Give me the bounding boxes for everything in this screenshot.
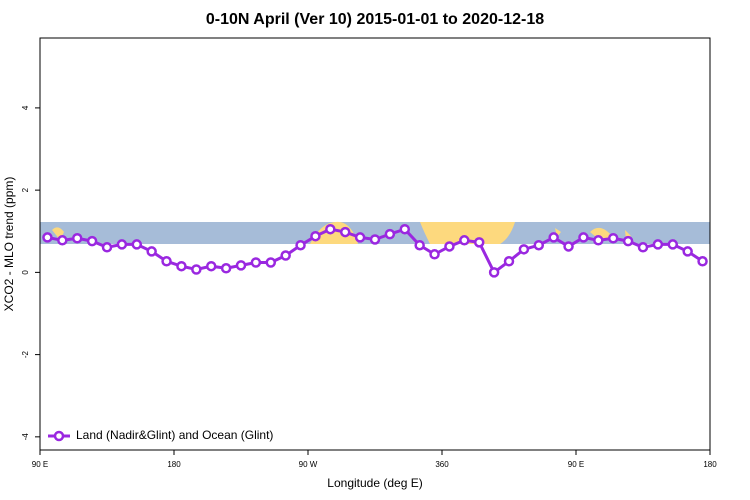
point <box>57 235 68 246</box>
point <box>42 232 53 243</box>
point <box>667 239 679 250</box>
point <box>697 256 708 267</box>
x-tick-label: 90 E <box>32 460 48 469</box>
point <box>71 232 83 244</box>
point <box>86 235 98 247</box>
point <box>488 267 500 278</box>
point <box>563 241 574 252</box>
x-tick-label: 180 <box>167 460 181 469</box>
point <box>191 264 202 275</box>
x-tick-label: 90 W <box>299 460 318 469</box>
point <box>637 242 649 253</box>
x-tick-label: 180 <box>703 460 717 469</box>
y-tick-label: -4 <box>21 433 30 441</box>
point <box>384 228 396 240</box>
point <box>131 239 143 250</box>
point <box>116 239 128 250</box>
point <box>503 256 515 267</box>
point <box>414 239 425 251</box>
legend-marker <box>53 430 65 442</box>
y-tick-label: -2 <box>21 351 30 359</box>
point <box>101 242 113 253</box>
point <box>161 256 172 267</box>
point <box>280 250 291 261</box>
point <box>548 232 559 243</box>
point <box>652 239 664 250</box>
point <box>578 232 589 243</box>
point <box>205 260 217 272</box>
point <box>235 260 247 271</box>
point <box>295 239 306 251</box>
point <box>429 249 440 260</box>
point <box>250 257 262 268</box>
point <box>310 230 321 242</box>
legend-label: Land (Nadir&Glint) and Ocean (Glint) <box>76 428 273 442</box>
point <box>473 237 485 248</box>
y-tick-label: 2 <box>21 187 30 192</box>
chart-title: 0-10N April (Ver 10) 2015-01-01 to 2020-… <box>206 11 544 28</box>
x-axis-label: Longitude (deg E) <box>327 476 422 490</box>
y-tick-label: 4 <box>21 105 30 110</box>
point <box>459 235 470 246</box>
x-tick-label: 360 <box>435 460 449 469</box>
point <box>607 232 619 244</box>
point <box>220 263 232 274</box>
point <box>533 239 545 251</box>
x-tick-label: 90 E <box>568 460 584 469</box>
point <box>682 246 693 257</box>
y-axis-label: XCO2 - MLO trend (ppm) <box>2 177 16 312</box>
point <box>339 226 351 238</box>
point <box>444 241 455 252</box>
point <box>593 235 604 246</box>
y-tick-label: 0 <box>21 270 30 275</box>
point <box>518 244 530 255</box>
point <box>369 234 381 245</box>
point <box>325 223 336 235</box>
plot-frame <box>39 37 711 451</box>
point <box>354 232 366 243</box>
point <box>622 235 634 247</box>
point <box>265 257 277 268</box>
point <box>399 223 411 235</box>
point <box>146 246 157 257</box>
point <box>176 260 187 272</box>
